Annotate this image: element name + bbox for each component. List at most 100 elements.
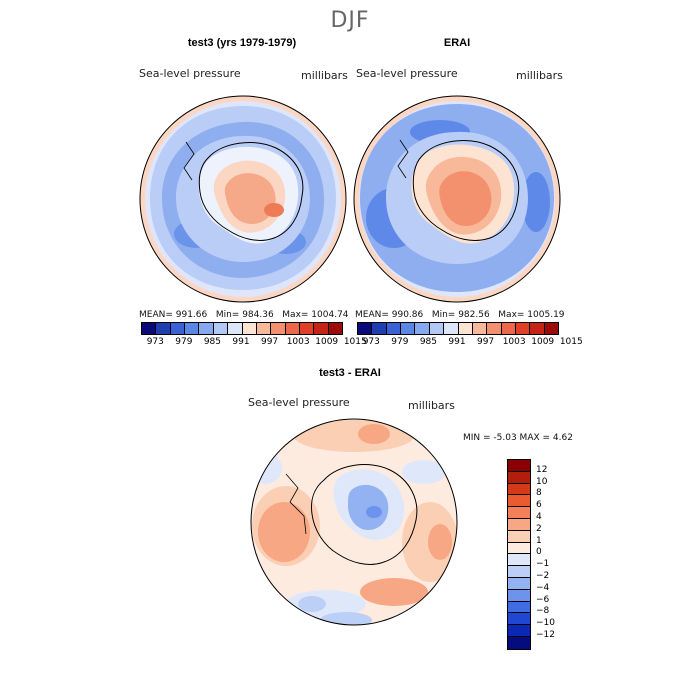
ref-max: Max= 1005.19 [498, 310, 565, 320]
ref-map-coastline [412, 140, 520, 241]
diff-colorbar-tick-label: −1 [536, 559, 550, 570]
ref-colorbar-swatch [530, 323, 545, 334]
ref-colorbar-swatch [372, 323, 387, 334]
test-colorbar-swatch [285, 323, 300, 334]
ref-colorbar-tick-label: 973 [362, 337, 380, 347]
ref-map-peninsula [397, 139, 409, 179]
ref-colorbar-swatch [515, 323, 531, 334]
ref-colorbar-tick-label: 991 [448, 337, 466, 347]
test-colorbar-swatch [271, 323, 286, 334]
figure-title: DJF [330, 8, 370, 33]
diff-map-negative-ne [402, 460, 446, 484]
diff-map-continent-neg-2 [348, 484, 389, 530]
diff-colorbar-tick-label: −10 [536, 618, 555, 629]
diff-colorbar-swatch [508, 471, 530, 484]
test-map-peninsula [183, 141, 195, 181]
diff-map-positive-n-core [358, 424, 390, 444]
test-min: Min= 984.36 [215, 310, 274, 320]
ref-colorbar-swatch [415, 323, 430, 334]
diff-colorbar-swatch [508, 518, 530, 531]
ref-polar-map [353, 95, 561, 303]
diff-colorbar-tick-label: 4 [536, 512, 542, 522]
test-variable-label: Sea-level pressure [139, 67, 241, 80]
ref-colorbar-tick-label: 1003 [502, 337, 526, 347]
diff-colorbar-swatch [508, 577, 530, 590]
test-colorbar-swatch [242, 323, 257, 334]
ref-colorbar-swatch [358, 323, 373, 334]
diff-polar-map [250, 418, 458, 626]
test-colorbar-tick-label: 979 [175, 337, 193, 347]
diff-colorbar-tick-label: 10 [536, 476, 548, 487]
diff-colorbar-tick-label: −4 [536, 582, 550, 593]
ref-colorbar-swatch [501, 323, 516, 334]
test-colorbar-tick-label: 985 [203, 337, 222, 347]
diff-colorbar-swatch [508, 495, 530, 508]
diff-map-continent-neg-core [366, 506, 382, 518]
ref-colorbar-swatch [458, 323, 473, 334]
test-colorbar-swatch [256, 323, 272, 334]
diff-colorbar-swatch [508, 554, 530, 567]
diff-colorbar-swatch [508, 483, 530, 496]
test-colorbar-tick-label: 991 [232, 337, 250, 347]
test-colorbar-swatch [170, 323, 186, 334]
ref-colorbar-swatch [429, 323, 445, 334]
diff-map-border [250, 418, 458, 626]
test-colorbar-tick-label: 1009 [315, 337, 339, 347]
diff-colorbar-swatch [508, 530, 530, 543]
diff-map-positive-e-core [428, 524, 452, 560]
ref-colorbar-tick-label: 997 [476, 337, 495, 347]
diff-colorbar-labels: 12 10 8 6 4 2 1 0 −1 −2 −4 −6 −8 −10 −12 [536, 459, 576, 639]
ref-map-border [353, 95, 561, 303]
diff-colorbar-swatch [508, 542, 530, 555]
test-colorbar-swatch [314, 323, 329, 334]
test-colorbar-tick-label: 997 [260, 337, 279, 347]
ref-colorbar-tick-label: 985 [419, 337, 438, 347]
test-colorbar-swatch [142, 323, 157, 334]
test-colorbar-tick-label: 1003 [286, 337, 310, 347]
diff-colorbar-tick-label: 2 [536, 523, 542, 534]
diff-units-label: millibars [408, 399, 455, 412]
diff-colorbar-swatch [508, 613, 530, 626]
diff-colorbar-tick-label: −12 [536, 630, 555, 640]
diff-colorbar-tick-label: 8 [536, 488, 542, 499]
diff-colorbar-swatch [508, 636, 530, 649]
diff-panel-title: test3 - ERAI [319, 367, 381, 379]
diff-variable-label: Sea-level pressure [248, 396, 350, 409]
test-colorbar-swatch [185, 323, 200, 334]
test-map-border [139, 95, 347, 303]
test-polar-map [139, 95, 347, 303]
ref-colorbar-tick-label: 1009 [531, 337, 555, 347]
diff-colorbar-tick-label: 1 [536, 535, 542, 546]
diff-map-negative-s2 [320, 612, 372, 625]
test-colorbar-swatch [213, 323, 229, 334]
ref-min: Min= 982.56 [431, 310, 490, 320]
diff-colorbar-tick-label: −6 [536, 594, 550, 605]
diff-colorbar [507, 459, 531, 650]
ref-colorbar-swatch [544, 323, 559, 334]
ref-colorbar-tick-label: 979 [391, 337, 409, 347]
test-max: Max= 1004.74 [282, 310, 349, 320]
test-panel-title: test3 (yrs 1979-1979) [187, 37, 297, 49]
diff-colorbar-tick-label: 0 [536, 547, 542, 558]
diff-map-positive-se [360, 578, 428, 606]
diff-map-positive-w-core [258, 502, 310, 562]
ref-panel-title: ERAI [443, 37, 471, 49]
diff-colorbar-swatch [508, 601, 530, 614]
diff-colorbar-swatch [508, 507, 530, 519]
ref-colorbar-swatch [487, 323, 502, 334]
diff-colorbar-swatch [508, 589, 530, 602]
diff-map-negative-s-core [298, 596, 326, 612]
test-map-high-3 [264, 203, 284, 217]
ref-stats: MEAN= 990.86 Min= 982.56 Max= 1005.19 [355, 310, 565, 320]
diff-colorbar-swatch [508, 566, 530, 578]
diff-colorbar-swatch [508, 625, 530, 637]
test-map-coastline [198, 142, 304, 241]
test-stats: MEAN= 991.66 Min= 984.36 Max= 1004.74 [139, 310, 349, 320]
test-colorbar-swatch [156, 323, 171, 334]
diff-map-peninsula [285, 473, 307, 535]
ref-variable-label: Sea-level pressure [356, 67, 458, 80]
test-colorbar [141, 322, 343, 335]
test-mean: MEAN= 991.66 [139, 310, 208, 320]
test-colorbar-swatch [328, 323, 343, 334]
ref-colorbar [357, 322, 559, 335]
